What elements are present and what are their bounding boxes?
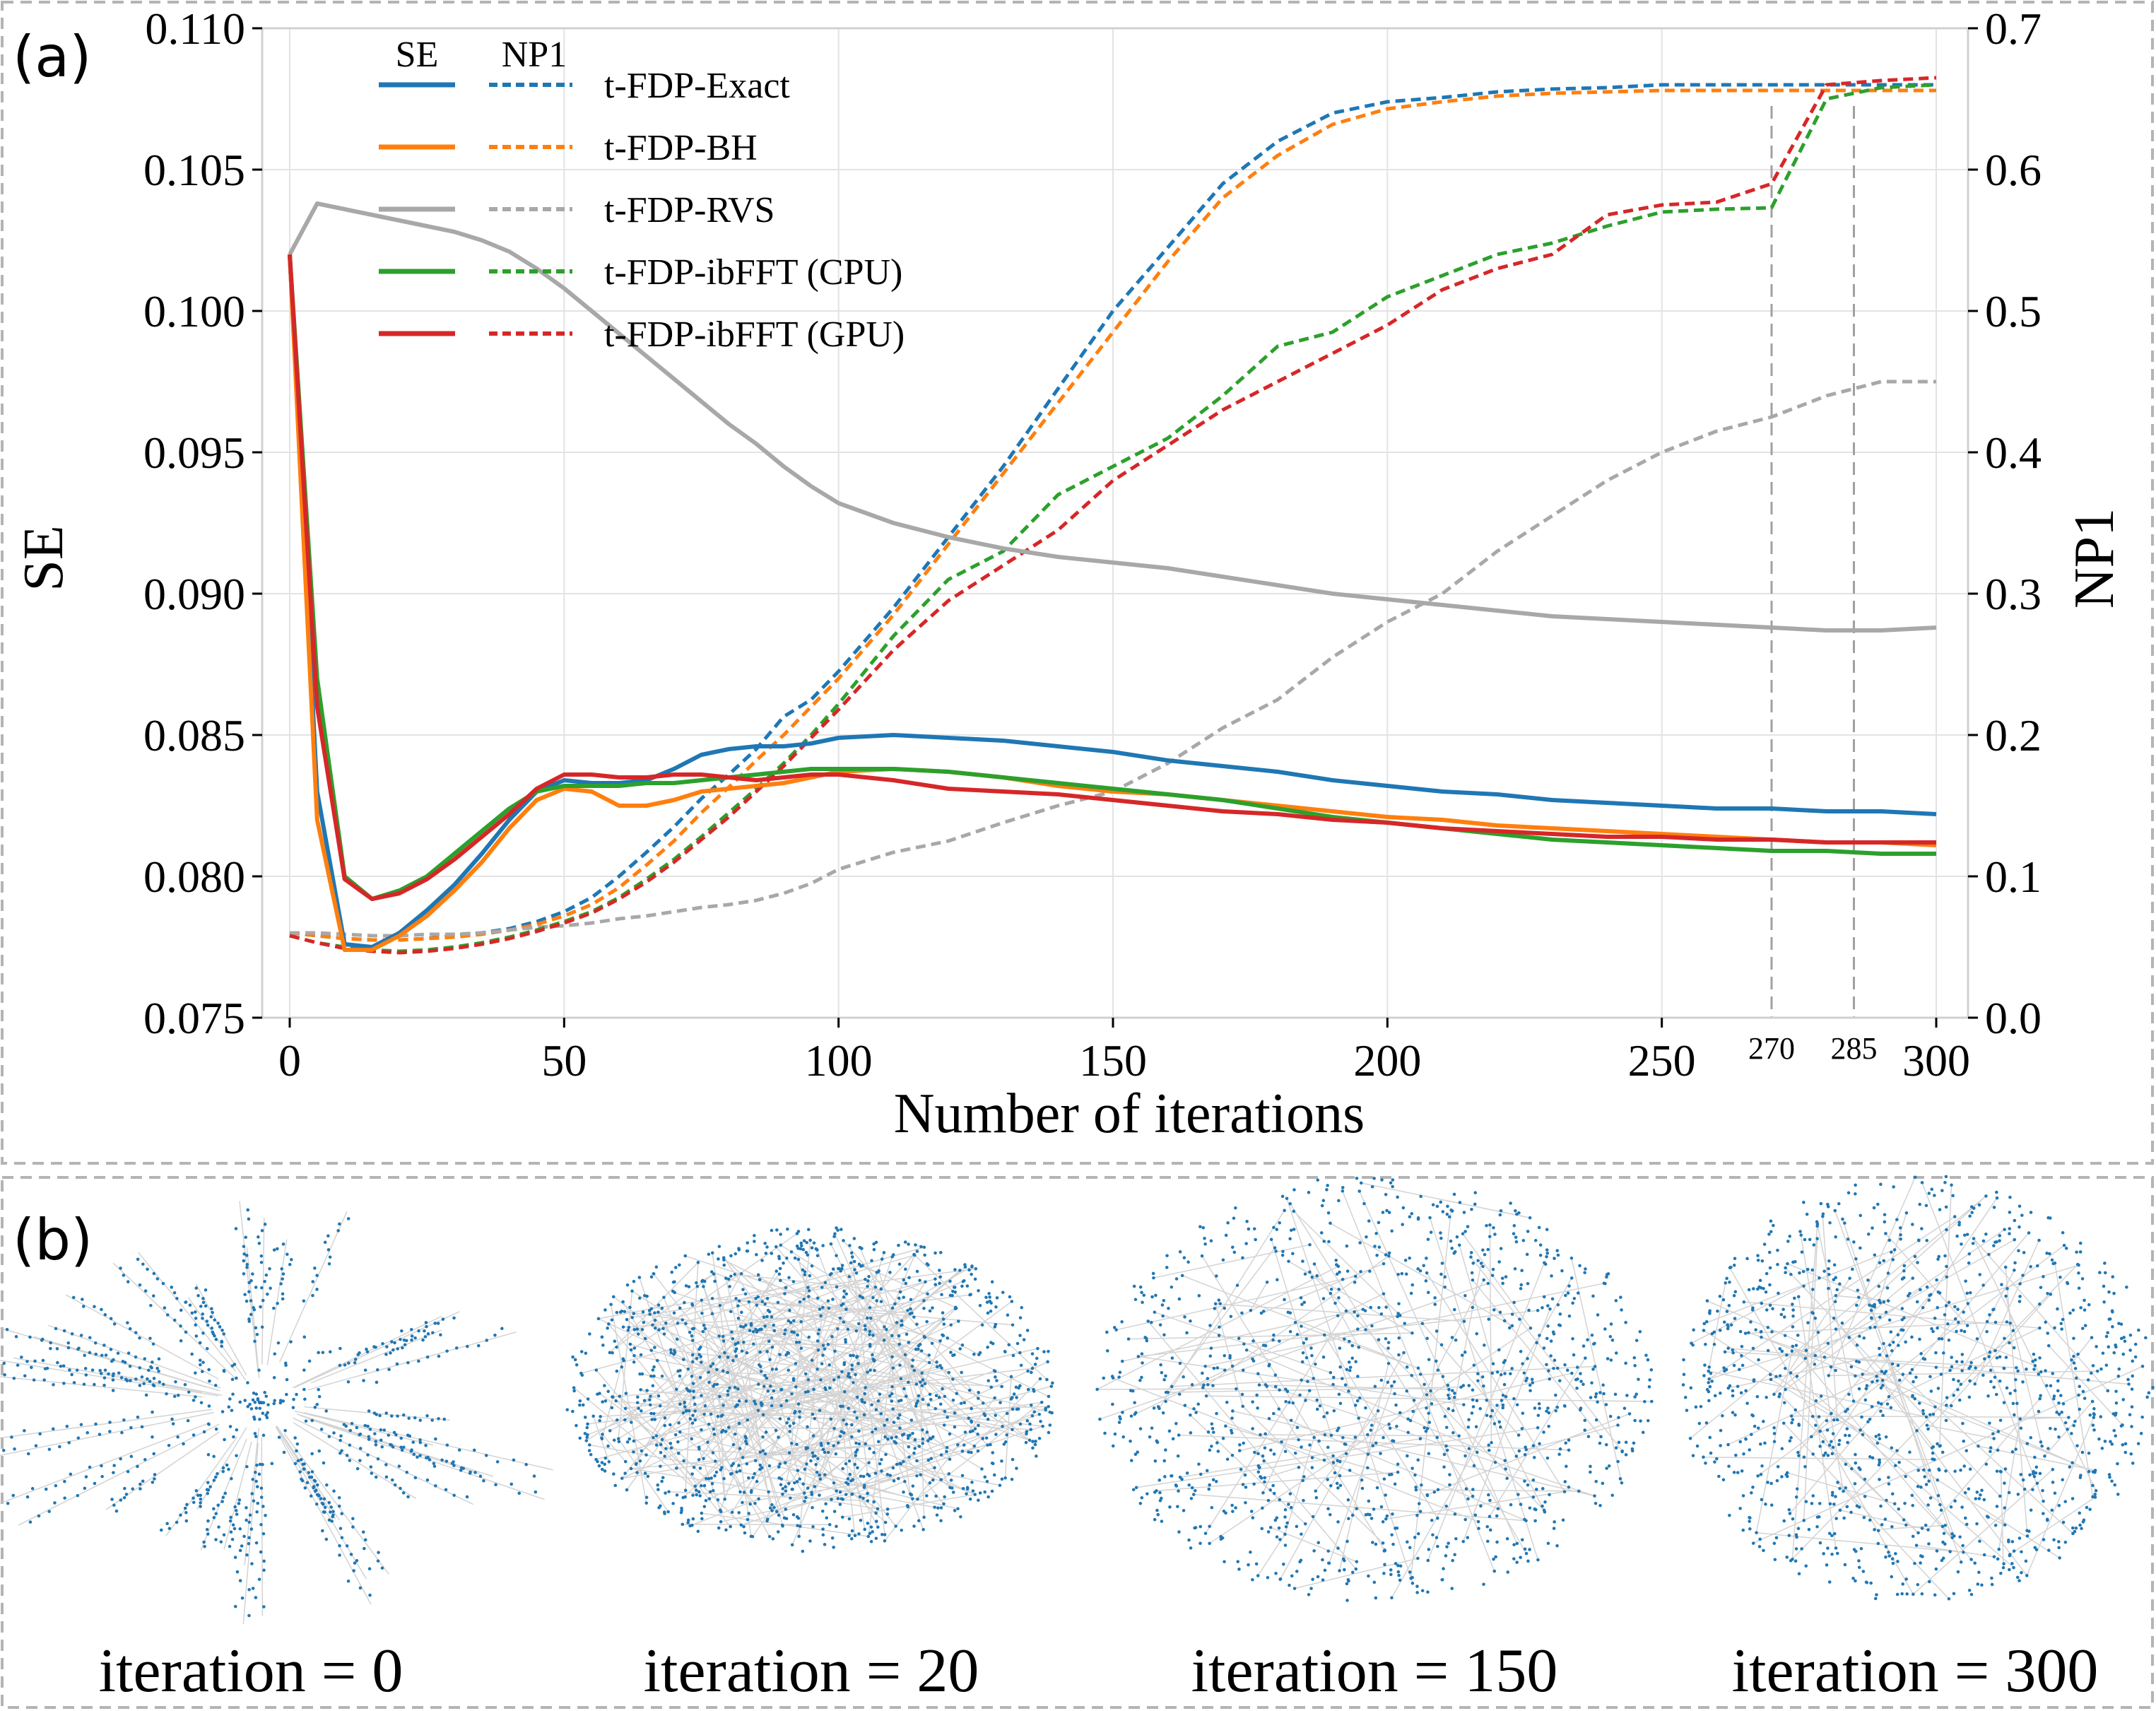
layout-snapshots [0,1175,2155,1625]
series-se-t-fdp-bh [288,254,1937,952]
reference-line-label-270: 270 [1748,1031,1795,1066]
y2-tick-label: 0.5 [1985,286,2042,336]
y-tick-label: 0.110 [145,4,245,54]
panel-b-frame [1,1176,2154,1709]
x-tick-label: 200 [1353,1035,1421,1086]
x-axis-title: Number of iterations [894,1083,1365,1145]
y2-tick-label: 0.4 [1985,428,2042,478]
y2-tick-label: 0.1 [1985,852,2042,902]
series-se-t-fdp-rvs [288,201,1937,633]
plot-frame [261,27,1969,1019]
snapshot-iteration-0 [0,1201,553,1625]
y2-tick-label: 0.3 [1985,569,2042,619]
legend: SE NP1 t-FDP-Exact t-FDP-BH t-FDP-RVS t-FDP… [379,35,905,355]
snapshot-iteration-20 [565,1226,1054,1553]
y2-axis-title: NP1 [2063,508,2126,608]
legend-entry: t-FDP-BH [604,128,758,168]
y-tick-label: 0.090 [143,569,245,619]
series-np1-t-fdp-exact [289,83,1936,942]
panel-a-frame [1,1,2154,1165]
reference-line-label-285: 285 [1831,1031,1878,1066]
x-tick-label: 50 [541,1035,587,1086]
line-chart: 0 50 100 150 200 250 300 0.075 0.080 0.085 0.090 0.… [13,4,2126,1145]
legend-header-np1: NP1 [502,35,567,75]
x-tick-label: 250 [1628,1035,1696,1086]
snapshot-iteration-300 [1681,1175,2155,1601]
y2-tick-label: 0.7 [1985,4,2042,54]
y2-tick-label: 0.2 [1985,710,2042,760]
series-np1-t-fdp-bh [289,88,1936,942]
y-tick-label: 0.100 [143,286,245,336]
snapshot-captions: iteration = 0 iteration = 20 iteration =… [99,1637,2099,1705]
snapshot-iteration-150 [1095,1176,1654,1602]
snapshot-caption-20: iteration = 20 [644,1637,979,1705]
snapshot-caption-0: iteration = 0 [99,1637,403,1705]
panel-a-label: (a) [13,24,91,90]
y2-tick-label: 0.0 [1985,993,2042,1043]
y-tick-label: 0.075 [143,993,245,1043]
series-np1-t-fdp-rvs [290,380,1936,938]
x-tick-label: 300 [1902,1035,1970,1086]
graph-nodes [1095,1176,1654,1602]
y-tick-label: 0.105 [143,145,245,195]
series-se-t-fdp-ibfft-gpu [288,254,1936,901]
graph-nodes [1,1208,538,1618]
legend-entry: t-FDP-ibFFT (CPU) [604,252,902,293]
x-tick-label: 150 [1079,1035,1147,1086]
graph-nodes [1681,1175,2155,1601]
series-np1-t-fdp-ibfft-gpu [289,76,1937,955]
grid-lines [262,28,1968,1018]
y-tick-label: 0.095 [143,428,245,478]
x-tick-label: 100 [805,1035,873,1086]
y-tick-label: 0.080 [143,852,245,902]
series-se-t-fdp-ibfft-cpu [288,254,1936,901]
graph-nodes [565,1226,1054,1553]
series-lines [288,76,1937,955]
snapshot-caption-150: iteration = 150 [1191,1637,1558,1705]
legend-header-se: SE [396,35,439,75]
panel-b-label: (b) [13,1207,93,1273]
graph-edges [1690,1177,2143,1599]
snapshot-caption-300: iteration = 300 [1732,1637,2099,1705]
axis-ticks: 0 50 100 150 200 250 300 0.075 0.080 0.085 0.090 0.… [143,4,2042,1086]
graph-edges [1097,1182,1652,1599]
series-se-t-fdp-exact [288,254,1937,949]
x-tick-label: 0 [278,1035,301,1086]
legend-entry: t-FDP-Exact [604,66,790,106]
legend-entry: t-FDP-RVS [604,190,774,230]
graph-edges [573,1233,1052,1546]
y2-tick-label: 0.6 [1985,145,2042,195]
legend-entry: t-FDP-ibFFT (GPU) [604,314,905,355]
y-tick-label: 0.085 [143,710,245,760]
y-axis-title: SE [13,525,75,591]
reference-lines [1770,106,1855,1018]
